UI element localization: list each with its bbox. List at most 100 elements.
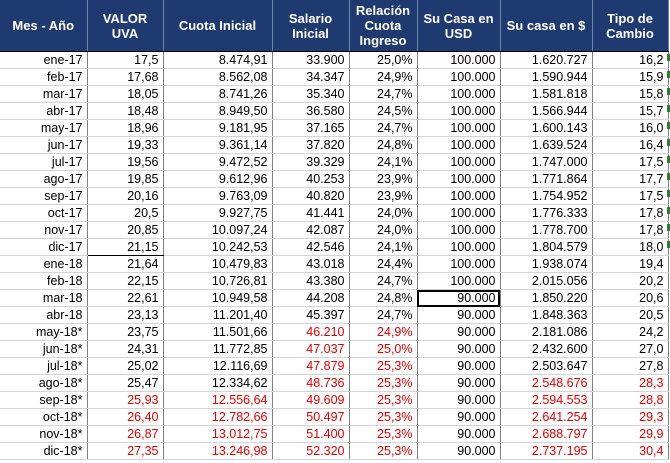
cell-uva[interactable]: 23,75 bbox=[87, 323, 164, 341]
cell-uva[interactable]: 24,31 bbox=[87, 340, 164, 358]
cell-tc[interactable]: 27,0 bbox=[592, 340, 669, 358]
cell-uva[interactable]: 18,96 bbox=[87, 119, 164, 137]
cell-pesos[interactable]: 2.181.086 bbox=[500, 323, 593, 341]
cell-pesos[interactable]: 1.566.944 bbox=[500, 102, 593, 120]
cell-uva[interactable]: 25,93 bbox=[87, 391, 164, 409]
cell-salario[interactable]: 41.441 bbox=[272, 204, 350, 222]
cell-tc[interactable]: 30,4 bbox=[592, 442, 669, 460]
cell-tc[interactable]: 27,8 bbox=[592, 357, 669, 375]
cell-usd[interactable]: 100.000 bbox=[417, 204, 501, 222]
cell-mes[interactable]: may-18* bbox=[0, 323, 88, 341]
cell-salario[interactable]: 33.900 bbox=[272, 51, 350, 69]
cell-salario[interactable]: 49.609 bbox=[272, 391, 350, 409]
cell-mes[interactable]: oct-18* bbox=[0, 408, 88, 426]
cell-usd[interactable]: 90.000 bbox=[417, 357, 501, 375]
cell-relacion[interactable]: 24,5% bbox=[349, 102, 418, 120]
cell-tc[interactable]: 15,7 bbox=[592, 102, 669, 120]
cell-relacion[interactable]: 23,9% bbox=[349, 187, 418, 205]
cell-relacion[interactable]: 24,8% bbox=[349, 289, 418, 307]
cell-cuota[interactable]: 8.741,26 bbox=[163, 85, 273, 103]
cell-salario[interactable]: 51.400 bbox=[272, 425, 350, 443]
cell-tc[interactable]: 17,8 bbox=[592, 221, 669, 239]
cell-cuota[interactable]: 8.949,50 bbox=[163, 102, 273, 120]
cell-relacion[interactable]: 24,9% bbox=[349, 323, 418, 341]
cell-pesos[interactable]: 1.754.952 bbox=[500, 187, 593, 205]
cell-pesos[interactable]: 2.594.553 bbox=[500, 391, 593, 409]
cell-uva[interactable]: 25,47 bbox=[87, 374, 164, 392]
cell-salario[interactable]: 52.320 bbox=[272, 442, 350, 460]
cell-cuota[interactable]: 10.726,81 bbox=[163, 272, 273, 290]
cell-salario[interactable]: 44.208 bbox=[272, 289, 350, 307]
cell-uva[interactable]: 25,02 bbox=[87, 357, 164, 375]
header-cuota-inicial[interactable]: Cuota Inicial bbox=[163, 0, 273, 52]
cell-cuota[interactable]: 9.763,09 bbox=[163, 187, 273, 205]
cell-salario[interactable]: 42.546 bbox=[272, 238, 350, 256]
cell-salario[interactable]: 34.347 bbox=[272, 68, 350, 86]
cell-relacion[interactable]: 24,9% bbox=[349, 68, 418, 86]
cell-usd[interactable]: 90.000 bbox=[417, 425, 501, 443]
cell-relacion[interactable]: 24,1% bbox=[349, 153, 418, 171]
cell-mes[interactable]: jul-18* bbox=[0, 357, 88, 375]
cell-uva[interactable]: 17,68 bbox=[87, 68, 164, 86]
cell-cuota[interactable]: 12.116,69 bbox=[163, 357, 273, 375]
cell-tc[interactable]: 15,8 bbox=[592, 85, 669, 103]
cell-relacion[interactable]: 23,9% bbox=[349, 170, 418, 188]
cell-usd[interactable]: 100.000 bbox=[417, 119, 501, 137]
cell-pesos[interactable]: 1.848.363 bbox=[500, 306, 593, 324]
cell-tc[interactable]: 20,6 bbox=[592, 289, 669, 307]
cell-relacion[interactable]: 25,3% bbox=[349, 357, 418, 375]
cell-cuota[interactable]: 13.246,98 bbox=[163, 442, 273, 460]
cell-relacion[interactable]: 24,7% bbox=[349, 119, 418, 137]
cell-usd[interactable]: 90.000 bbox=[417, 340, 501, 358]
cell-salario[interactable]: 40.253 bbox=[272, 170, 350, 188]
cell-uva[interactable]: 21,15 bbox=[87, 238, 164, 256]
cell-mes[interactable]: feb-17 bbox=[0, 68, 88, 86]
cell-pesos[interactable]: 2.688.797 bbox=[500, 425, 593, 443]
cell-pesos[interactable]: 2.015.056 bbox=[500, 272, 593, 290]
cell-salario[interactable]: 50.497 bbox=[272, 408, 350, 426]
cell-relacion[interactable]: 24,0% bbox=[349, 221, 418, 239]
cell-mes[interactable]: ago-18* bbox=[0, 374, 88, 392]
cell-tc[interactable]: 17,5 bbox=[592, 187, 669, 205]
cell-mes[interactable]: may-17 bbox=[0, 119, 88, 137]
header-su-casa-pesos[interactable]: Su casa en $ bbox=[500, 0, 593, 52]
cell-tc[interactable]: 29,3 bbox=[592, 408, 669, 426]
cell-tc[interactable]: 20,2 bbox=[592, 272, 669, 290]
cell-pesos[interactable]: 1.747.000 bbox=[500, 153, 593, 171]
cell-cuota[interactable]: 12.556,64 bbox=[163, 391, 273, 409]
cell-uva[interactable]: 27,35 bbox=[87, 442, 164, 460]
cell-uva[interactable]: 22,15 bbox=[87, 272, 164, 290]
cell-relacion[interactable]: 25,0% bbox=[349, 340, 418, 358]
selected-cell[interactable]: 90.000 bbox=[417, 289, 501, 307]
cell-uva[interactable]: 18,05 bbox=[87, 85, 164, 103]
cell-salario[interactable]: 43.018 bbox=[272, 255, 350, 273]
cell-cuota[interactable]: 8.474,91 bbox=[163, 51, 273, 69]
cell-tc[interactable]: 17,7 bbox=[592, 170, 669, 188]
cell-pesos[interactable]: 1.639.524 bbox=[500, 136, 593, 154]
cell-tc[interactable]: 29,9 bbox=[592, 425, 669, 443]
cell-tc[interactable]: 15,9 bbox=[592, 68, 669, 86]
cell-usd[interactable]: 100.000 bbox=[417, 221, 501, 239]
cell-relacion[interactable]: 24,7% bbox=[349, 272, 418, 290]
cell-salario[interactable]: 48.736 bbox=[272, 374, 350, 392]
cell-uva[interactable]: 26,87 bbox=[87, 425, 164, 443]
cell-pesos[interactable]: 2.548.676 bbox=[500, 374, 593, 392]
cell-pesos[interactable]: 1.771.864 bbox=[500, 170, 593, 188]
cell-tc[interactable]: 17,5 bbox=[592, 153, 669, 171]
header-tipo-de-cambio[interactable]: Tipo de Cambio bbox=[592, 0, 669, 52]
cell-relacion[interactable]: 25,3% bbox=[349, 374, 418, 392]
cell-uva[interactable]: 19,56 bbox=[87, 153, 164, 171]
cell-uva[interactable]: 21,64 bbox=[87, 255, 164, 273]
cell-relacion[interactable]: 25,3% bbox=[349, 408, 418, 426]
cell-relacion[interactable]: 25,3% bbox=[349, 391, 418, 409]
cell-cuota[interactable]: 8.562,08 bbox=[163, 68, 273, 86]
cell-mes[interactable]: mar-17 bbox=[0, 85, 88, 103]
cell-uva[interactable]: 19,85 bbox=[87, 170, 164, 188]
cell-usd[interactable]: 100.000 bbox=[417, 102, 501, 120]
cell-salario[interactable]: 43.380 bbox=[272, 272, 350, 290]
cell-pesos[interactable]: 1.776.333 bbox=[500, 204, 593, 222]
cell-mes[interactable]: ago-17 bbox=[0, 170, 88, 188]
cell-pesos[interactable]: 1.850.220 bbox=[500, 289, 593, 307]
header-valor-uva[interactable]: VALOR UVA bbox=[87, 0, 164, 52]
cell-uva[interactable]: 20,85 bbox=[87, 221, 164, 239]
